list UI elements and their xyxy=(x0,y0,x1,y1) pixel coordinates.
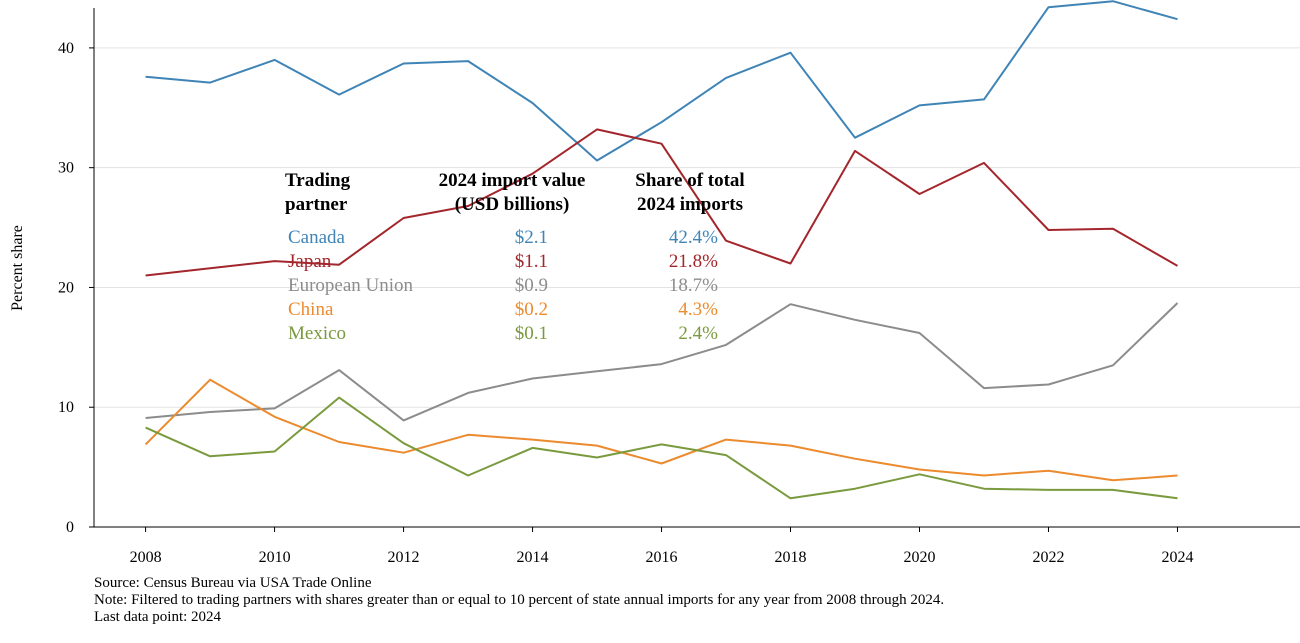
table-share-european-union: 18.7% xyxy=(669,275,718,296)
table-header-3-line-2: 2024 imports xyxy=(637,194,743,215)
table-value-china: $0.2 xyxy=(515,299,548,320)
x-tick-label: 2010 xyxy=(259,549,291,566)
y-tick-label: 40 xyxy=(58,40,74,57)
table-value-european-union: $0.9 xyxy=(515,275,548,296)
x-tick-label: 2012 xyxy=(388,549,420,566)
annotation-table: Trading partner 2024 import value (USD bill… xyxy=(285,170,745,344)
series-lines xyxy=(144,0,1179,500)
table-share-canada: 42.4% xyxy=(669,227,718,248)
y-tick-labels: 0 10 20 30 40 xyxy=(58,40,74,536)
axes xyxy=(89,8,1300,532)
table-value-mexico: $0.1 xyxy=(515,323,548,344)
table-partner-mexico: Mexico xyxy=(288,323,346,344)
filter-note: Note: Filtered to trading partners with … xyxy=(94,592,945,608)
series-line-japan xyxy=(145,128,1178,277)
y-axis-label: Percent share xyxy=(9,225,26,311)
series-line-canada xyxy=(145,0,1178,162)
table-header-2-line-1: 2024 import value xyxy=(439,170,586,191)
table-share-japan: 21.8% xyxy=(669,251,718,272)
table-header-1-line-2: partner xyxy=(285,194,348,215)
x-tick-label: 2022 xyxy=(1032,549,1064,566)
x-tick-labels: 2008 2010 2012 2014 2016 2018 2020 2022 2024 xyxy=(130,549,1194,566)
y-tick-label: 10 xyxy=(58,399,74,416)
last-data-point: Last data point: 2024 xyxy=(94,609,222,625)
table-partner-china: China xyxy=(288,299,334,320)
table-header-2-line-2: (USD billions) xyxy=(455,194,570,215)
table-header-3-line-1: Share of total xyxy=(635,170,744,191)
table-partner-european-union: European Union xyxy=(288,275,414,296)
series-line-china xyxy=(144,378,1178,482)
x-tick-label: 2014 xyxy=(517,549,549,566)
table-partner-japan: Japan xyxy=(288,251,332,272)
x-tick-label: 2008 xyxy=(130,549,162,566)
y-tick-label: 0 xyxy=(66,519,74,536)
table-value-japan: $1.1 xyxy=(515,251,548,272)
table-value-canada: $2.1 xyxy=(515,227,548,248)
table-partner-canada: Canada xyxy=(288,227,346,248)
table-share-mexico: 2.4% xyxy=(678,323,718,344)
series-line-european-union xyxy=(145,302,1179,422)
y-tick-label: 30 xyxy=(58,160,74,177)
y-tick-label: 20 xyxy=(58,279,74,296)
series-line-mexico xyxy=(145,396,1178,500)
table-share-china: 4.3% xyxy=(678,299,718,320)
x-tick-label: 2024 xyxy=(1161,549,1193,566)
x-tick-label: 2020 xyxy=(903,549,935,566)
x-tick-label: 2018 xyxy=(775,549,807,566)
x-tick-label: 2016 xyxy=(646,549,678,566)
table-header-1-line-1: Trading xyxy=(285,170,351,191)
gridlines xyxy=(94,47,1300,408)
source-note: Source: Census Bureau via USA Trade Onli… xyxy=(94,575,372,591)
